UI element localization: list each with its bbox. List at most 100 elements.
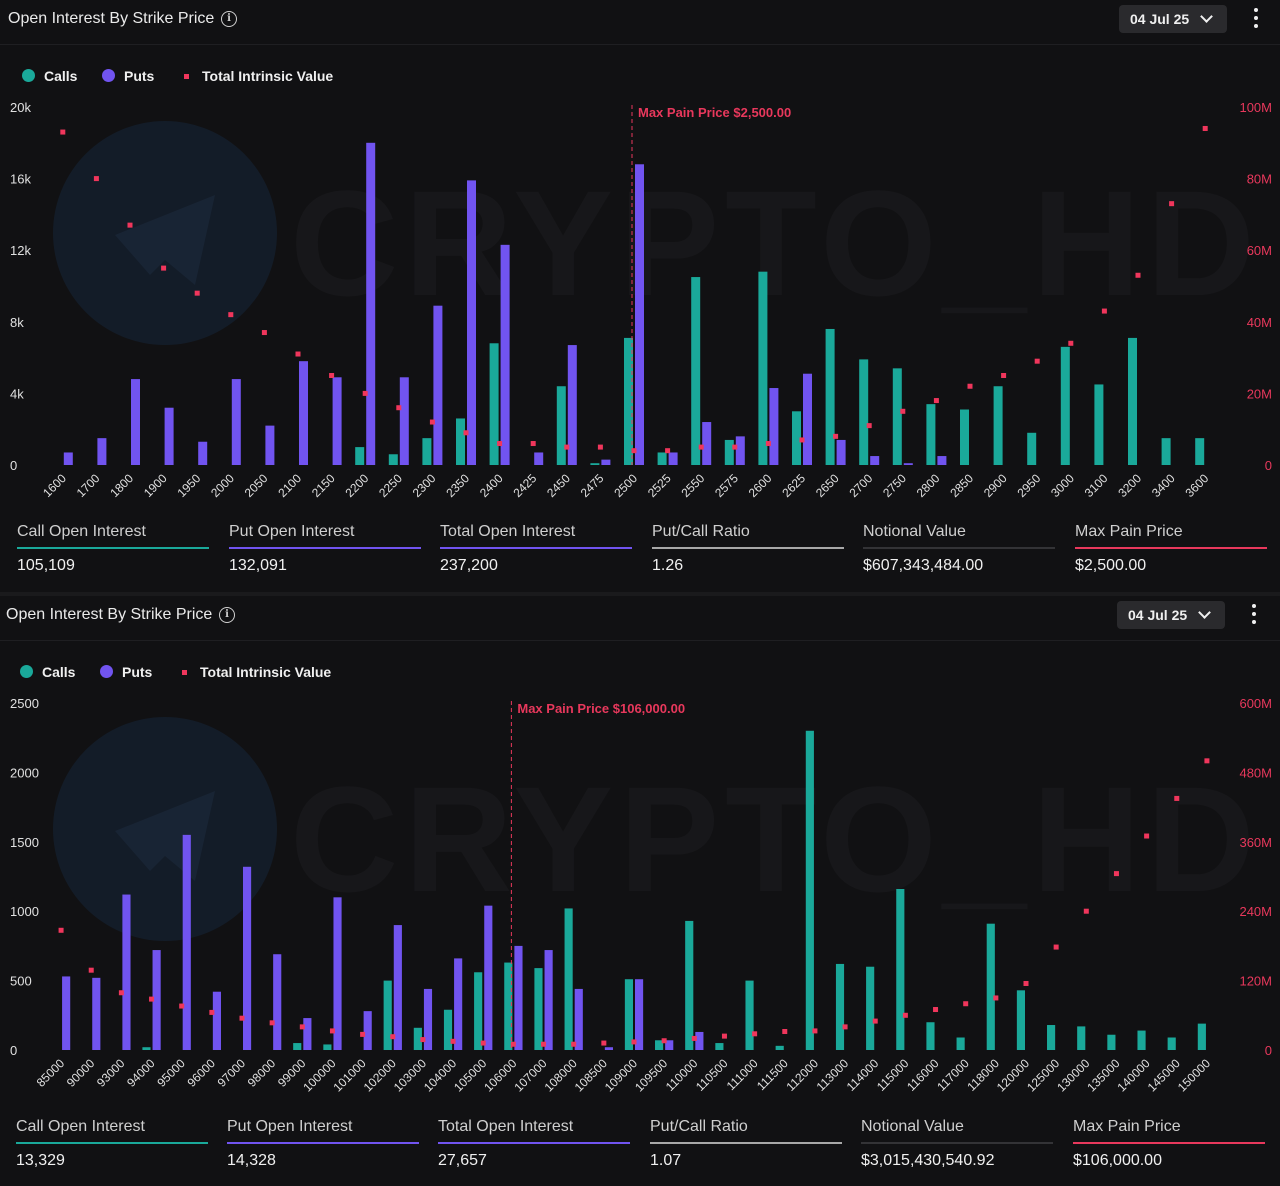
puts-bar [668,452,678,465]
x-tick-label: 104000 [421,1056,459,1094]
intrinsic-point [933,398,939,404]
stats-row: Call Open Interest 13,329 Put Open Intere… [0,1118,1280,1180]
intrinsic-point [812,1028,818,1034]
intrinsic-point [510,1041,516,1047]
calls-bar [691,277,701,465]
intrinsic-point [390,1034,396,1040]
calls-bar [792,411,801,465]
intrinsic-point [161,265,167,271]
calls-bar [1047,1025,1056,1050]
puts-bar [695,1031,704,1050]
more-vert-icon[interactable] [1251,604,1257,626]
watermark: CRYPTO_HD [53,717,1255,941]
calls-bar [564,908,573,1050]
calls-bar [556,386,566,465]
stat-pc-ratio: Put/Call Ratio 1.07 [650,1118,842,1170]
intrinsic-point [261,330,267,336]
stats-row: Call Open Interest 105,109 Put Open Inter… [0,523,1280,585]
calls-bar [1137,1030,1146,1050]
stat-call-oi: Call Open Interest 105,109 [17,523,209,575]
x-tick-label: 100000 [300,1056,338,1094]
puts-bar [769,388,779,465]
intrinsic-point [179,1003,185,1009]
x-tick-label: 1950 [175,471,204,500]
calls-bar [1077,1026,1086,1050]
intrinsic-point [1083,908,1089,914]
stat-value: 1.07 [650,1152,682,1169]
intrinsic-point [480,1040,486,1046]
x-tick-label: 107000 [511,1056,549,1094]
stat-put-oi: Put Open Interest 14,328 [227,1118,419,1170]
stat-underline [650,1142,842,1144]
calls-bar [504,962,513,1050]
puts-bar [164,407,174,465]
x-tick-label: 150000 [1175,1056,1213,1094]
x-tick-label: 117000 [934,1056,972,1094]
intrinsic-point [396,405,402,411]
stat-underline [438,1142,630,1144]
intrinsic-point [295,351,301,357]
calls-bar [1107,1034,1116,1050]
x-tick-label: 96000 [184,1056,218,1090]
calls-bar [355,447,365,465]
stat-label: Total Open Interest [438,1118,574,1135]
stat-underline [17,547,209,549]
watermark-plane-icon [115,195,215,285]
stat-label: Put/Call Ratio [650,1118,748,1135]
x-tick-label: 2800 [914,471,943,500]
intrinsic-point [209,1009,215,1015]
x-tick-label: 90000 [64,1056,98,1090]
calls-bar [866,966,875,1050]
oi-panel-eth: Open Interest By Strike Price i 04 Jul 2… [0,0,1280,592]
puts-bar [363,1011,372,1050]
y-left-tick-label: 0 [10,1043,17,1058]
intrinsic-point [799,437,805,443]
intrinsic-point [1053,944,1059,950]
intrinsic-point [661,1038,667,1044]
date-select[interactable]: 04 Jul 25 [1119,5,1227,33]
stat-underline [440,547,632,549]
puts-bar [544,950,553,1050]
intrinsic-point [269,1020,275,1026]
x-tick-label: 108500 [572,1056,610,1094]
stat-underline [229,547,421,549]
date-select[interactable]: 04 Jul 25 [1117,601,1225,629]
puts-bar [231,379,241,465]
puts-bar [92,977,101,1050]
x-tick-label: 2650 [813,471,842,500]
intrinsic-point [782,1028,788,1034]
stat-underline [16,1142,208,1144]
x-tick-label: 116000 [904,1056,942,1094]
intrinsic-point [149,996,155,1002]
max-pain-label: Max Pain Price $2,500.00 [638,105,791,120]
more-vert-icon[interactable] [1253,8,1259,30]
calls-bar [956,1037,965,1050]
y-left-tick-label: 2500 [10,696,39,711]
calls-bar [724,439,734,465]
intrinsic-point [463,430,469,436]
puts-bar [567,345,577,465]
puts-bar [273,954,282,1050]
y-right-tick-label: 80M [1247,172,1272,187]
intrinsic-point [429,419,435,425]
intrinsic-square-icon [184,74,189,79]
puts-bar [366,142,376,466]
legend-calls-label: Calls [42,664,76,680]
x-tick-label: 2850 [947,471,976,500]
intrinsic-point [60,129,66,135]
info-icon[interactable]: i [219,607,235,623]
calls-bar [624,979,633,1050]
calls-bar [657,452,667,465]
intrinsic-point [571,1041,577,1047]
intrinsic-point [1204,758,1210,764]
info-icon[interactable]: i [221,11,237,27]
x-tick-label: 2400 [477,471,506,500]
intrinsic-point [329,373,335,378]
x-tick-label: 3600 [1183,471,1212,500]
stat-label: Notional Value [861,1118,964,1135]
x-tick-label: 125000 [1024,1056,1062,1094]
y-right-tick-label: 600M [1239,696,1272,711]
x-tick-label: 2750 [880,471,909,500]
x-tick-label: 3400 [1149,471,1178,500]
puts-bar [735,436,745,465]
